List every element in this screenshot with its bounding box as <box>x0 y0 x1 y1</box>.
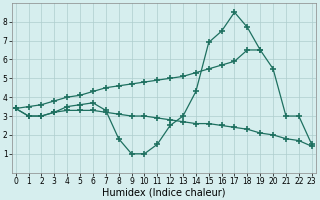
X-axis label: Humidex (Indice chaleur): Humidex (Indice chaleur) <box>102 187 226 197</box>
